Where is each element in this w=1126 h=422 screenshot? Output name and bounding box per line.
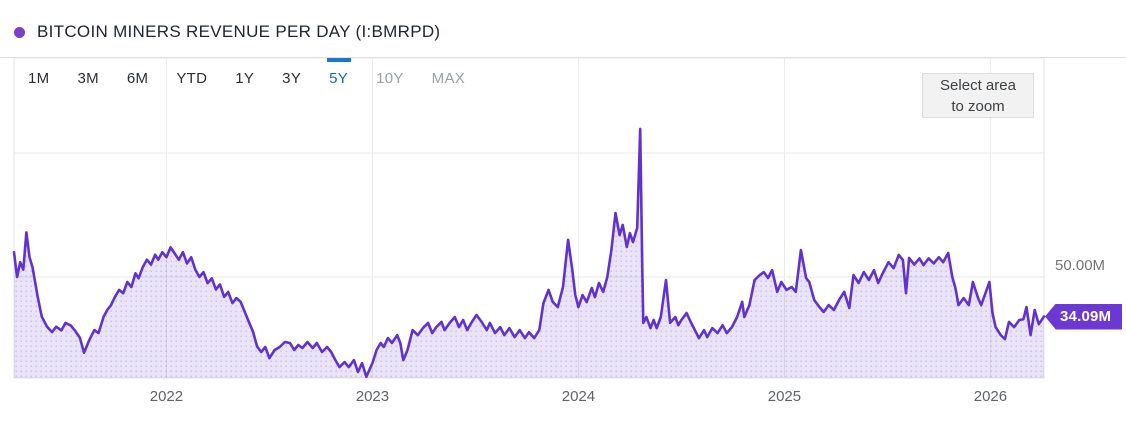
x-tick-label-2023: 2023	[355, 388, 390, 405]
range-toolbar: 1M 3M 6M YTD 1Y 3Y 5Y 10Y MAX	[14, 58, 479, 98]
series-marker-dot-icon	[14, 27, 25, 38]
last-value-badge: 34.09M	[1045, 303, 1122, 330]
zoom-button-line2: to zoom	[951, 97, 1005, 115]
range-button-5y[interactable]: 5Y	[315, 58, 362, 98]
range-button-6m[interactable]: 6M	[126, 69, 149, 87]
series-area-dots	[14, 128, 1044, 378]
range-button-3m[interactable]: 3M	[77, 69, 99, 87]
y-tick-label-50.00M: 50.00M	[1055, 257, 1106, 275]
x-tick-label-2025: 2025	[767, 388, 802, 405]
series-line	[12, 127, 1046, 379]
range-button-3y[interactable]: 3Y	[282, 69, 302, 87]
range-button-1m[interactable]: 1M	[28, 69, 50, 87]
range-button-10y[interactable]: 10Y	[376, 69, 404, 87]
range-button-max[interactable]: MAX	[431, 69, 466, 87]
range-button-1y[interactable]: 1Y	[235, 69, 255, 87]
selected-range-indicator	[326, 58, 351, 62]
select-area-to-zoom-button[interactable]: Select area to zoom	[922, 73, 1034, 118]
zoom-button-line1: Select area	[940, 76, 1016, 94]
range-button-ytd[interactable]: YTD	[176, 69, 208, 87]
x-tick-label-2022: 2022	[149, 388, 184, 405]
x-tick-label-2024: 2024	[561, 388, 596, 405]
chart-title: BITCOIN MINERS REVENUE PER DAY (I:BMRPD)	[37, 22, 441, 41]
x-tick-label-2026: 2026	[973, 388, 1008, 405]
